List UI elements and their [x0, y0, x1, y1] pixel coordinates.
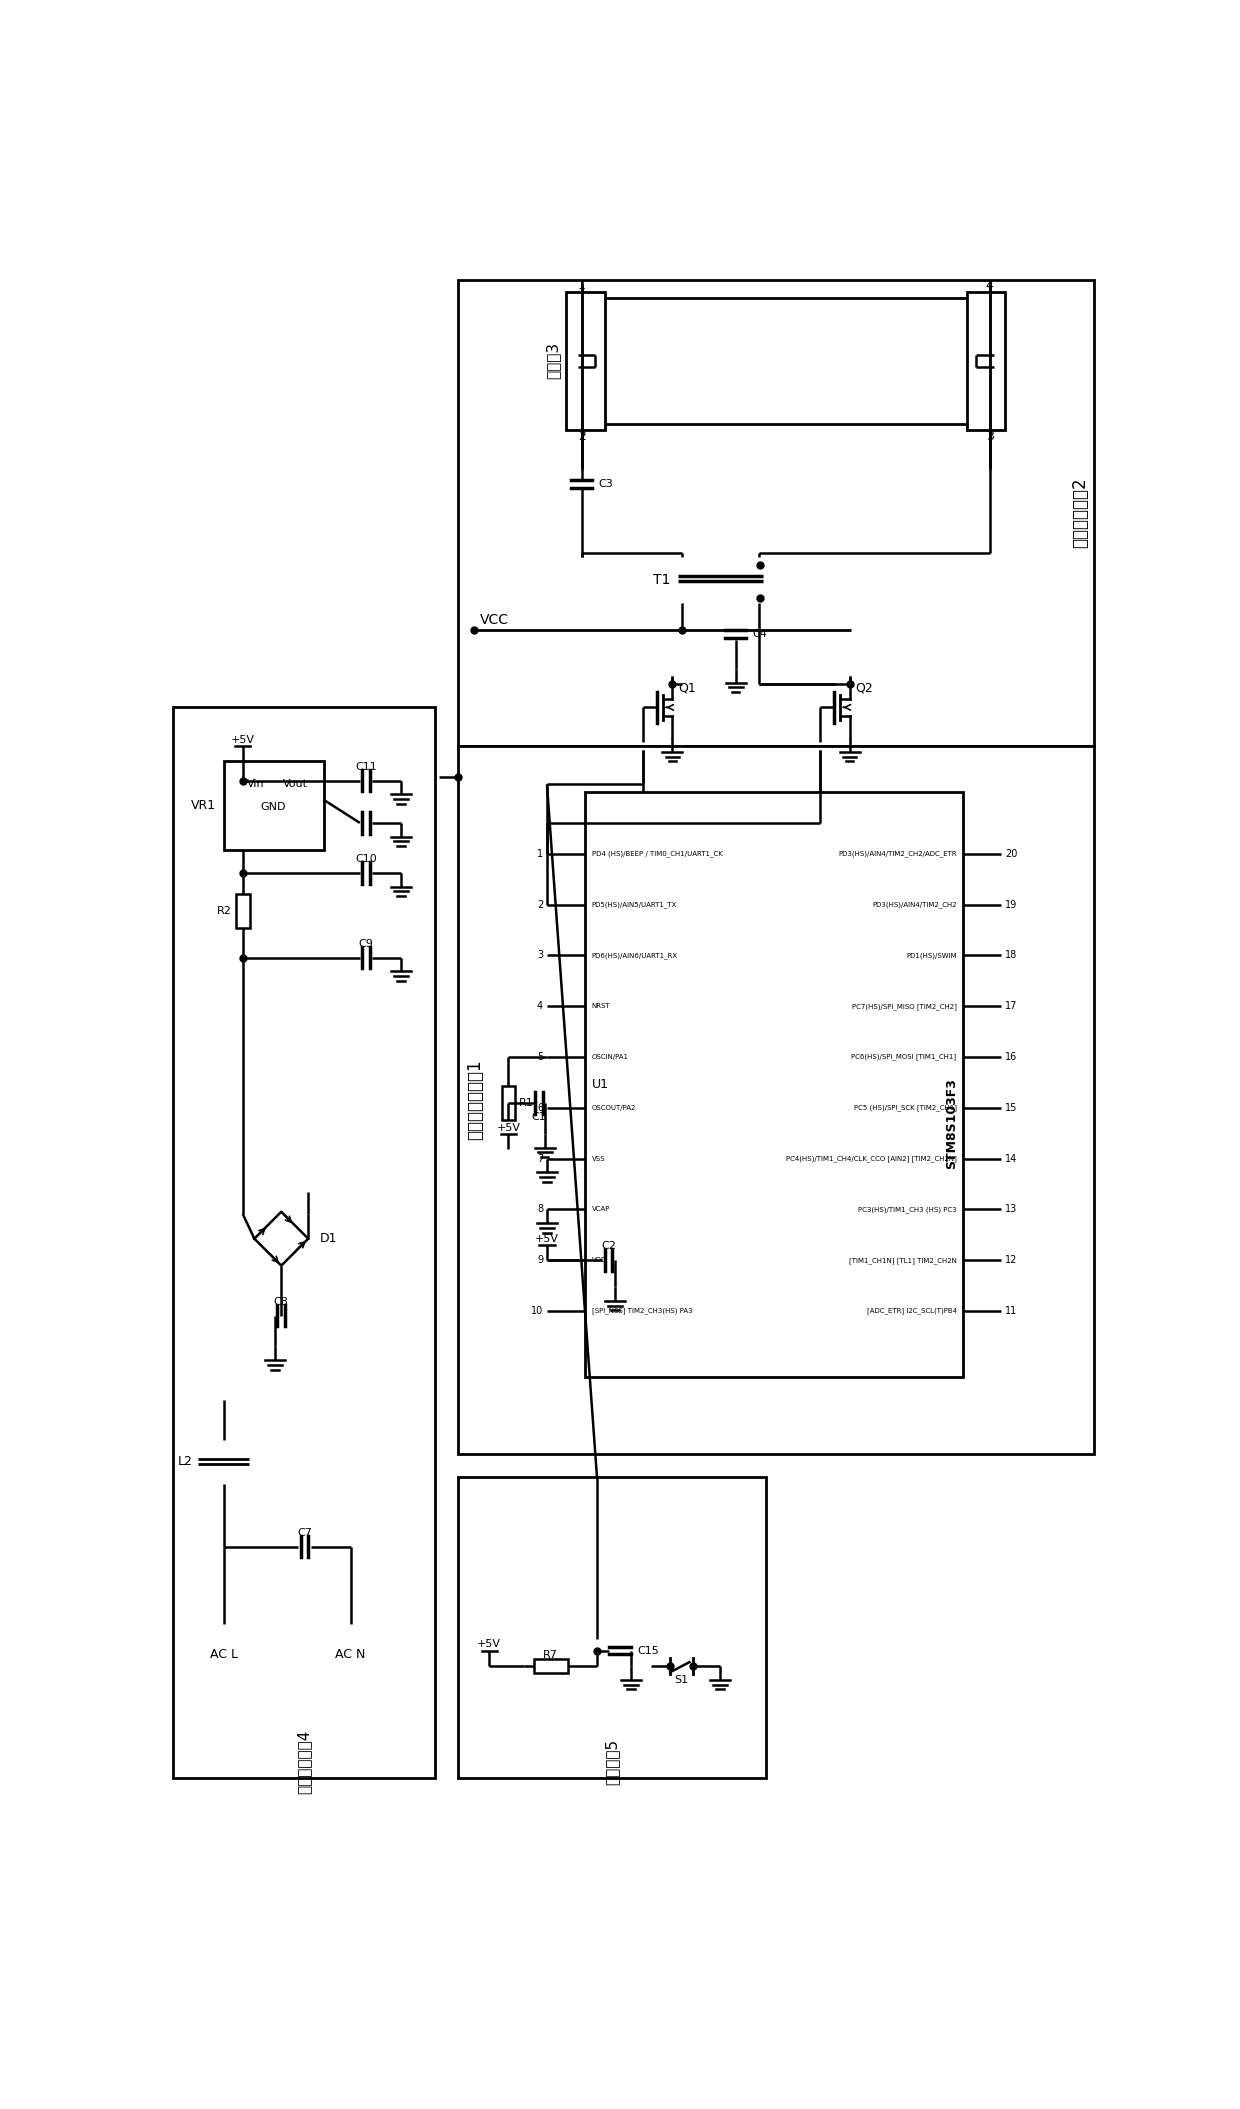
Text: PD6(HS)/AIN6/UART1_RX: PD6(HS)/AIN6/UART1_RX: [591, 951, 678, 960]
Text: U1: U1: [591, 1078, 609, 1090]
Text: L2: L2: [177, 1455, 192, 1468]
Text: +5V: +5V: [496, 1122, 521, 1133]
Text: +5V: +5V: [477, 1639, 501, 1649]
Text: 16: 16: [1006, 1052, 1017, 1063]
Text: 6: 6: [537, 1103, 543, 1114]
Text: PD4 (HS)/BEEP / TIM0_CH1/UART1_CK: PD4 (HS)/BEEP / TIM0_CH1/UART1_CK: [591, 850, 723, 856]
Text: 17: 17: [1006, 1002, 1018, 1010]
Text: R2: R2: [217, 907, 232, 917]
Text: 4: 4: [537, 1002, 543, 1010]
Text: Vin: Vin: [247, 780, 264, 789]
Text: C10: C10: [355, 854, 377, 865]
Text: 电源管理模块4: 电源管理模块4: [296, 1729, 312, 1795]
Bar: [601, 297, 971, 424]
Text: PD1(HS)/SWIM: PD1(HS)/SWIM: [906, 951, 956, 960]
Text: 18: 18: [1006, 951, 1017, 960]
Text: 10: 10: [531, 1305, 543, 1316]
Bar: [459, 1478, 766, 1778]
Text: C8: C8: [274, 1297, 289, 1308]
Text: 13: 13: [1006, 1204, 1017, 1215]
Text: Q1: Q1: [678, 681, 696, 694]
Text: 4: 4: [986, 278, 993, 291]
Text: OSCOUT/PA2: OSCOUT/PA2: [591, 1105, 636, 1111]
Text: VCAP: VCAP: [591, 1206, 610, 1213]
Text: C7: C7: [296, 1527, 311, 1537]
Text: 7: 7: [537, 1154, 543, 1164]
Text: T1: T1: [652, 574, 670, 586]
Text: 19: 19: [1006, 901, 1017, 909]
Text: 1: 1: [578, 278, 585, 291]
Text: 3: 3: [537, 951, 543, 960]
Text: VDD: VDD: [591, 1257, 606, 1263]
Text: STM8S103F3: STM8S103F3: [945, 1078, 957, 1168]
Text: 按键模块5: 按键模块5: [605, 1740, 620, 1786]
Text: 12: 12: [1006, 1255, 1018, 1265]
Text: PD3(HS)/AIN4/TIM2_CH2/ADC_ETR: PD3(HS)/AIN4/TIM2_CH2/ADC_ETR: [838, 850, 956, 856]
Text: AC N: AC N: [335, 1647, 366, 1662]
Text: 荧光灯3: 荧光灯3: [546, 342, 560, 380]
Bar: [534, 1660, 568, 1672]
Text: VSS: VSS: [591, 1156, 605, 1162]
Text: R1: R1: [520, 1099, 534, 1107]
Text: Vout: Vout: [283, 780, 309, 789]
Text: 5: 5: [537, 1052, 543, 1063]
Text: VR1: VR1: [191, 799, 216, 812]
Text: Q2: Q2: [854, 681, 873, 694]
Text: 2: 2: [578, 430, 585, 443]
Text: C9: C9: [358, 939, 373, 949]
Text: PC6(HS)/SPI_MOSI [TIM1_CH1]: PC6(HS)/SPI_MOSI [TIM1_CH1]: [852, 1054, 956, 1061]
Text: [ADC_ETR] I2C_SCL(T)PB4: [ADC_ETR] I2C_SCL(T)PB4: [867, 1308, 956, 1314]
Text: AC L: AC L: [210, 1647, 238, 1662]
Text: 20: 20: [1006, 848, 1018, 858]
Text: +5V: +5V: [534, 1234, 559, 1244]
Text: GND: GND: [260, 804, 286, 812]
Text: C4: C4: [753, 628, 768, 639]
Text: C11: C11: [355, 761, 377, 772]
Text: VCC: VCC: [480, 612, 508, 626]
Bar: [223, 761, 324, 850]
Text: D1: D1: [320, 1232, 337, 1244]
Text: 14: 14: [1006, 1154, 1017, 1164]
Text: PC7(HS)/SPI_MISO [TIM2_CH2]: PC7(HS)/SPI_MISO [TIM2_CH2]: [852, 1002, 956, 1010]
Text: C1: C1: [532, 1111, 547, 1122]
Text: C2: C2: [601, 1242, 616, 1251]
Text: NRST: NRST: [591, 1004, 610, 1008]
Text: +5V: +5V: [231, 734, 254, 744]
Bar: [967, 291, 1006, 430]
Bar: [567, 291, 605, 430]
Text: 单片机控制模块1: 单片机控制模块1: [466, 1059, 485, 1141]
Text: PC4(HS)/TIM1_CH4/CLK_CCO [AIN2] [TIM2_CH2N]: PC4(HS)/TIM1_CH4/CLK_CCO [AIN2] [TIM2_CH…: [786, 1156, 956, 1162]
Text: 升压驱动模块2: 升压驱动模块2: [1071, 477, 1089, 548]
Text: 1: 1: [537, 848, 543, 858]
Text: PC5 (HS)/SPI_SCK [TIM2_CH1]: PC5 (HS)/SPI_SCK [TIM2_CH1]: [853, 1105, 956, 1111]
Text: R7: R7: [543, 1649, 558, 1660]
Bar: [174, 707, 435, 1778]
Text: [SPI_NSS] TIM2_CH3(HS) PA3: [SPI_NSS] TIM2_CH3(HS) PA3: [591, 1308, 692, 1314]
Bar: [459, 747, 1094, 1455]
Text: 11: 11: [1006, 1305, 1017, 1316]
Text: PC3(HS)/TIM1_CH3 (HS) PC3: PC3(HS)/TIM1_CH3 (HS) PC3: [858, 1206, 956, 1213]
Text: 15: 15: [1006, 1103, 1018, 1114]
Bar: [236, 894, 249, 928]
Text: 2: 2: [537, 901, 543, 909]
Text: C15: C15: [637, 1645, 658, 1656]
Text: C3: C3: [599, 479, 614, 489]
Text: 3: 3: [986, 430, 993, 443]
Text: PD5(HS)/AIN5/UART1_TX: PD5(HS)/AIN5/UART1_TX: [591, 901, 677, 907]
Bar: [459, 280, 1094, 747]
Text: PD3(HS)/AIN4/TIM2_CH2: PD3(HS)/AIN4/TIM2_CH2: [872, 901, 956, 907]
Text: [TIM1_CH1N] [TL1] TIM2_CH2N: [TIM1_CH1N] [TL1] TIM2_CH2N: [848, 1257, 956, 1263]
Bar: [501, 1086, 516, 1120]
Text: 8: 8: [537, 1204, 543, 1215]
Text: OSCIN/PA1: OSCIN/PA1: [591, 1054, 629, 1061]
Bar: [585, 793, 962, 1377]
Text: 9: 9: [537, 1255, 543, 1265]
Text: S1: S1: [675, 1675, 688, 1685]
